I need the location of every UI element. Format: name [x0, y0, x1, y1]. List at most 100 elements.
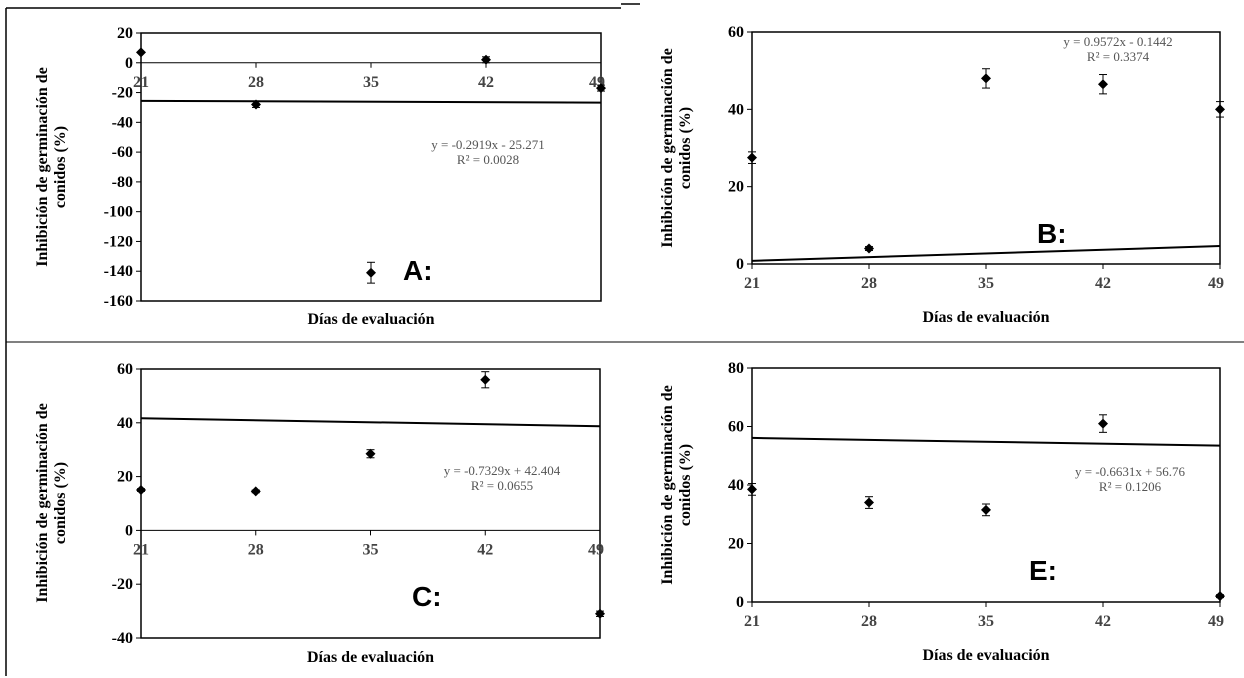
x-axis-title: Días de evaluación [307, 311, 434, 328]
x-axis-title: Días de evaluación [307, 649, 434, 666]
data-point [1098, 418, 1108, 429]
trend-r2: R² = 0.0028 [457, 152, 519, 167]
data-point [747, 484, 757, 495]
trend-equation: y = -0.7329x + 42.404 [444, 463, 561, 478]
data-point [981, 73, 991, 84]
data-point [366, 267, 376, 278]
trend-equation: y = 0.9572x - 0.1442 [1063, 34, 1172, 49]
y-axis-title: Inhibición de germinación deconidos (%) [659, 48, 694, 248]
y-tick-label: -20 [112, 576, 133, 593]
data-point [480, 374, 491, 385]
data-point [136, 485, 146, 496]
y-tick-label: -40 [112, 114, 133, 131]
y-tick-label: -80 [112, 174, 133, 191]
y-tick-label: -60 [112, 144, 133, 161]
y-axis-title-line2: conidos (%) [677, 444, 694, 526]
x-tick-label: 21 [744, 613, 760, 630]
x-tick-label: 28 [861, 613, 877, 630]
y-tick-label: -100 [104, 204, 133, 221]
chart-panel-e: 80 60 40 20 021 28 35 42 49 y = -0.6631x + 56.76R… [659, 360, 1225, 664]
y-axis-title-line2: conidos (%) [52, 462, 69, 544]
y-tick-label: -160 [104, 293, 133, 310]
plot-area [751, 31, 1221, 265]
x-axis-title: Días de evaluación [922, 647, 1049, 664]
trendline [140, 99, 602, 104]
y-tick-label: -40 [112, 630, 133, 647]
data-point [981, 504, 991, 515]
y-tick-label: 20 [117, 469, 133, 486]
y-tick-label: 0 [125, 522, 133, 539]
y-axis-title-line1: Inhibición de germinación de [659, 48, 676, 248]
trend-equation: y = -0.6631x + 56.76 [1075, 464, 1185, 479]
data-point [1215, 591, 1225, 602]
y-tick-label: 20 [728, 536, 744, 553]
x-tick-label: 35 [978, 613, 994, 630]
x-tick-label: 42 [1095, 275, 1111, 292]
y-tick-label: 0 [736, 594, 744, 611]
data-point [365, 448, 376, 459]
plot-area [140, 368, 601, 639]
y-tick-label: 20 [728, 179, 744, 196]
plot-area [140, 32, 602, 302]
y-tick-label: 80 [728, 360, 744, 377]
panel-label: B: [1037, 218, 1067, 249]
x-tick-label: 35 [363, 74, 379, 91]
data-point [1215, 104, 1225, 115]
y-axis-title-line1: Inhibición de germinación de [659, 385, 676, 585]
x-tick-label: 42 [1095, 613, 1111, 630]
x-tick-label: 28 [248, 541, 264, 558]
x-tick-label: 49 [1208, 275, 1224, 292]
y-tick-label: -120 [104, 233, 133, 250]
trend-r2: R² = 0.0655 [471, 478, 533, 493]
data-point [250, 486, 261, 497]
x-axis-title: Días de evaluación [922, 309, 1049, 326]
x-tick-label: 21 [133, 541, 149, 558]
x-tick-label: 42 [478, 74, 494, 91]
panel-label: E: [1029, 555, 1057, 586]
trend-r2: R² = 0.3374 [1087, 49, 1150, 64]
y-axis-title: Inhibición de germinación deconidos (%) [659, 385, 694, 585]
panel-label: C: [412, 581, 442, 612]
data-point [747, 152, 757, 163]
x-tick-label: 35 [978, 275, 994, 292]
data-point [481, 54, 491, 65]
x-tick-label: 49 [1208, 613, 1224, 630]
x-tick-label: 28 [861, 275, 877, 292]
trend-r2: R² = 0.1206 [1099, 479, 1162, 494]
y-axis-title-line2: conidos (%) [52, 126, 69, 208]
y-axis-title-line2: conidos (%) [677, 107, 694, 189]
trendline [751, 436, 1221, 447]
data-point [864, 243, 874, 254]
y-tick-label: 0 [736, 256, 744, 273]
x-tick-label: 42 [477, 541, 493, 558]
y-tick-label: 40 [117, 415, 133, 432]
trend-equation: y = -0.2919x - 25.271 [431, 137, 545, 152]
y-axis-title: Inhibición de germinación deconidos (%) [34, 403, 69, 603]
panel-label: A: [403, 255, 433, 286]
data-point [596, 83, 606, 94]
y-tick-label: 60 [117, 361, 133, 378]
data-point [136, 47, 146, 58]
x-tick-label: 21 [133, 74, 149, 91]
y-tick-label: -140 [104, 263, 133, 280]
data-point [864, 497, 874, 508]
y-tick-label: 60 [728, 24, 744, 41]
y-tick-label: 40 [728, 101, 744, 118]
chart-panel-b: 60 40 20 021 28 35 42 49 y = 0.9572x - 0.1442R² … [659, 24, 1225, 326]
y-tick-label: 60 [728, 419, 744, 436]
data-point [251, 99, 261, 110]
y-axis-title: Inhibición de germinación deconidos (%) [34, 67, 69, 267]
data-point [1098, 79, 1108, 90]
x-tick-label: 49 [588, 541, 604, 558]
data-point [595, 608, 605, 619]
y-tick-label: 20 [117, 25, 133, 42]
trendline [140, 417, 601, 428]
x-tick-label: 21 [744, 275, 760, 292]
y-axis-title-line1: Inhibición de germinación de [34, 67, 51, 267]
x-tick-label: 35 [363, 541, 379, 558]
y-tick-label: 40 [728, 477, 744, 494]
chart-panel-c: 60 40 20 0 -20 -40 21 28 35 42 49 y = -0.7329x + 42… [34, 361, 605, 666]
y-axis-title-line1: Inhibición de germinación de [34, 403, 51, 603]
x-tick-label: 28 [248, 74, 264, 91]
